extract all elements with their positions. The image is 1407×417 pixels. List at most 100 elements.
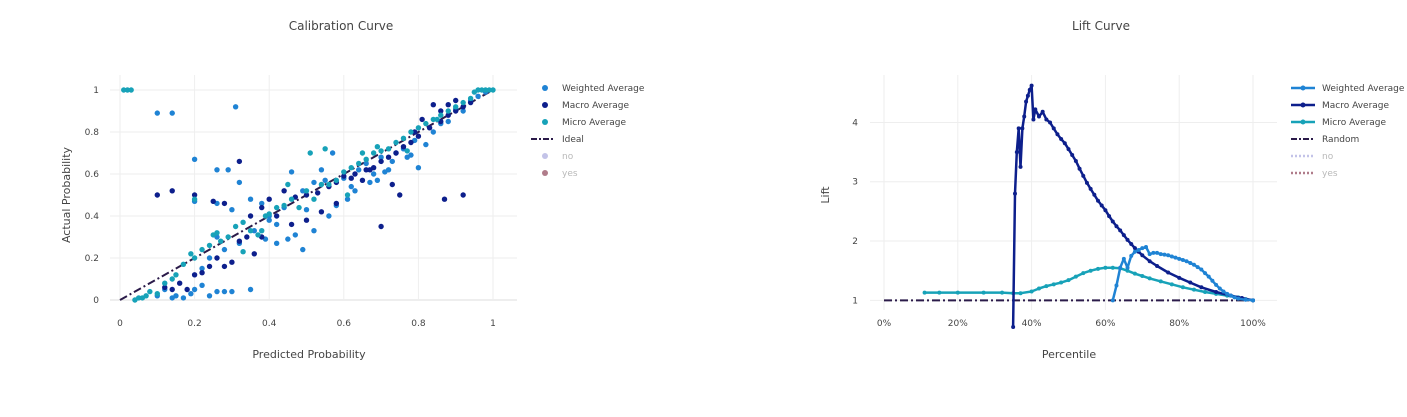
micro-average-point xyxy=(191,196,198,202)
macro-average-point xyxy=(408,139,414,146)
y-tick-label: 1 xyxy=(852,296,858,306)
legend-item-micro-average[interactable]: Micro Average xyxy=(542,118,627,128)
lift-grid xyxy=(870,75,1277,310)
macro-average-point xyxy=(389,181,395,188)
macro-average-point xyxy=(1096,198,1101,203)
macro-average-point xyxy=(1177,275,1182,280)
macro-average-point xyxy=(1059,137,1064,142)
macro-average-point xyxy=(303,192,310,198)
weighted-average-point xyxy=(423,141,429,148)
x-tick-label: 40% xyxy=(1022,319,1042,329)
weighted-average-point xyxy=(247,196,254,202)
legend-item-no[interactable]: no xyxy=(1291,152,1334,162)
macro-average-point xyxy=(1092,192,1097,197)
micro-average-point xyxy=(1191,287,1196,292)
macro-average-point xyxy=(288,221,295,228)
weighted-average-point xyxy=(206,255,213,261)
macro-average-point xyxy=(1036,114,1041,119)
macro-average-point xyxy=(453,97,459,104)
macro-average-point xyxy=(1155,263,1160,268)
macro-average-point xyxy=(229,259,235,265)
macro-average-point xyxy=(281,188,287,194)
macro-average-point xyxy=(411,129,418,135)
micro-average-point xyxy=(266,211,272,217)
macro-average-point xyxy=(1132,246,1137,251)
macro-average-point xyxy=(318,209,325,215)
micro-average-point xyxy=(486,87,492,93)
micro-average-point xyxy=(128,87,134,93)
weighted-average-point xyxy=(1221,289,1226,294)
micro-average-point xyxy=(288,196,295,202)
weighted-average-point xyxy=(1129,253,1134,258)
legend-item-macro-average[interactable]: Macro Average xyxy=(542,101,630,111)
legend-item-weighted-average[interactable]: Weighted Average xyxy=(1291,84,1405,94)
legend-item-yes[interactable]: yes xyxy=(1291,169,1338,179)
legend-item-ideal[interactable]: Ideal xyxy=(531,135,584,145)
legend-item-macro-average[interactable]: Macro Average xyxy=(1291,101,1390,111)
y-tick-label: 0.2 xyxy=(85,254,99,264)
lift-legend[interactable]: Weighted Average Macro Average Micro Avera… xyxy=(1291,84,1405,179)
macro-average-point xyxy=(247,213,254,219)
micro-average-point xyxy=(273,204,280,211)
lift-x-axis-title: Percentile xyxy=(1042,348,1097,361)
micro-average-point xyxy=(1029,289,1034,294)
macro-average-point xyxy=(467,99,474,106)
y-tick-label: 1 xyxy=(93,86,99,96)
weighted-average-point xyxy=(229,288,235,295)
weighted-average-point xyxy=(236,179,243,186)
lift-title: Lift Curve xyxy=(1072,19,1130,33)
weighted-average-point xyxy=(374,177,381,183)
macro-average-point xyxy=(385,154,392,160)
macro-average-point xyxy=(154,192,160,198)
macro-average-point xyxy=(397,192,403,198)
micro-average-point xyxy=(1158,279,1163,284)
micro-average-point xyxy=(482,87,489,93)
legend-item-micro-average[interactable]: Micro Average xyxy=(1291,118,1387,128)
micro-average-point xyxy=(344,192,351,198)
micro-average-point xyxy=(1018,291,1023,296)
x-tick-label: 0 xyxy=(117,319,123,329)
macro-average-point xyxy=(460,192,466,198)
micro-average-point xyxy=(363,156,369,162)
micro-average-point xyxy=(400,135,407,141)
micro-average-point xyxy=(1147,276,1152,281)
weighted-average-point xyxy=(329,150,336,156)
micro-average-point xyxy=(438,112,444,118)
micro-average-point xyxy=(1125,268,1130,273)
macro-average-point xyxy=(341,173,347,179)
legend-item-no[interactable]: no xyxy=(542,152,574,162)
legend-marker xyxy=(1300,119,1306,125)
weighted-average-point xyxy=(1180,258,1185,263)
weighted-average-point xyxy=(389,158,395,165)
legend-item-weighted-average[interactable]: Weighted Average xyxy=(542,84,645,94)
weighted-average-point xyxy=(173,293,179,299)
legend-item-yes[interactable]: yes xyxy=(542,169,578,179)
micro-average-point xyxy=(255,232,261,238)
micro-average-point xyxy=(154,291,160,297)
weighted-average-point xyxy=(1118,265,1123,270)
micro-average-point xyxy=(404,148,410,154)
weighted-average-point xyxy=(1151,250,1156,255)
micro-average-point xyxy=(475,87,481,93)
lift-ticks: 0% 20% 40% 60% 80% 100% 1 2 3 4 xyxy=(852,118,1266,329)
weighted-average-point xyxy=(1155,250,1160,255)
micro-average-point xyxy=(1044,284,1049,289)
weighted-average-point xyxy=(1191,262,1196,267)
legend-marker xyxy=(542,102,548,108)
weighted-average-point xyxy=(1143,244,1148,249)
micro-average-point xyxy=(169,276,175,282)
macro-average-point xyxy=(199,270,205,276)
micro-average-point xyxy=(479,87,485,93)
micro-average-point xyxy=(1110,265,1115,270)
macro-average-point xyxy=(314,190,321,196)
weighted-average-point xyxy=(214,167,220,173)
micro-average-point xyxy=(1051,282,1056,287)
macro-average-point xyxy=(426,125,433,131)
micro-average-point xyxy=(434,116,440,123)
weighted-average-point xyxy=(1243,297,1248,302)
macro-average-point xyxy=(169,286,175,293)
calibration-legend[interactable]: Weighted Average Macro Average Micro Avera… xyxy=(531,84,645,179)
legend-item-random[interactable]: Random xyxy=(1291,135,1359,145)
legend-label: Macro Average xyxy=(1322,101,1390,111)
y-tick-label: 2 xyxy=(852,237,858,247)
